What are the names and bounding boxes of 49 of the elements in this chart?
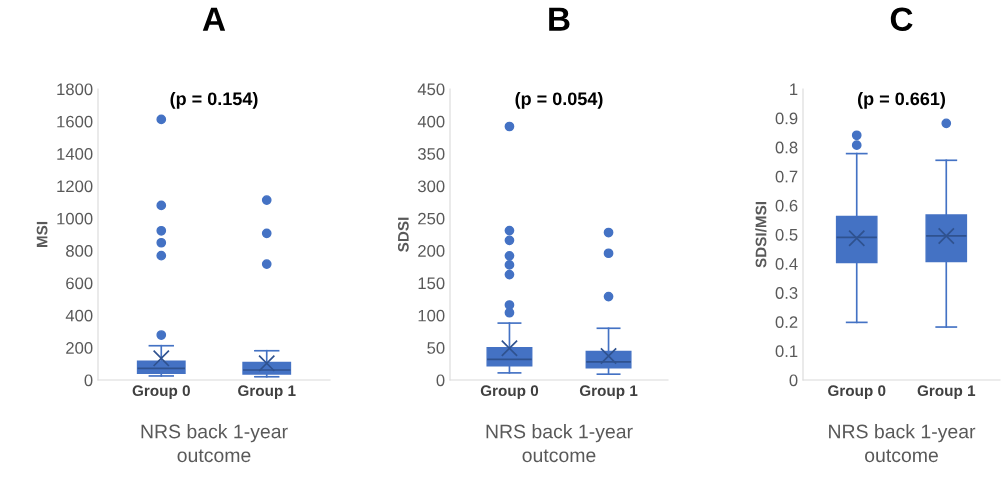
y-tick-label: 350 <box>417 148 445 160</box>
y-tick-label: 100 <box>418 309 445 322</box>
y-tick-label: 1000 <box>57 212 93 225</box>
y-tick-label: 0.8 <box>775 141 798 154</box>
x-tick-label: Group 1 <box>579 385 638 400</box>
x-tick-label: Group 1 <box>917 385 976 400</box>
y-tick-label: 50 <box>427 342 445 354</box>
y-tick-label: 800 <box>66 245 93 257</box>
y-tick-label: 1800 <box>57 83 93 96</box>
y-tick-label: 600 <box>66 277 93 290</box>
y-tick-label: 400 <box>65 309 93 322</box>
y-tick-label: 0.7 <box>775 170 798 183</box>
y-tick-label: 0.3 <box>775 287 798 299</box>
y-axis-title: SDSI <box>397 217 409 252</box>
annotation: (p = 0.154) <box>170 91 258 109</box>
y-tick-label: 0.2 <box>775 316 798 328</box>
y-tick-label: 200 <box>418 245 445 257</box>
y-tick-label: 0.6 <box>775 199 798 212</box>
x-axis-title: NRS back 1-year outcome <box>486 424 633 463</box>
x-tick-label: Group 0 <box>132 385 190 400</box>
chart-title: A <box>202 7 226 31</box>
y-tick-label: 1400 <box>57 148 93 160</box>
x-tick-label: Group 0 <box>480 385 539 400</box>
y-tick-label: 0 <box>789 374 798 387</box>
y-tick-label: 0.9 <box>775 112 798 125</box>
y-axis-title: SDSI/MSI <box>755 201 767 268</box>
y-tick-label: 400 <box>417 115 445 128</box>
y-tick-label: 1 <box>790 83 798 96</box>
y-tick-label: 150 <box>418 277 445 290</box>
annotation: (p = 0.054) <box>515 91 603 109</box>
y-tick-label: 0.1 <box>775 345 798 358</box>
y-tick-label: 250 <box>418 212 445 225</box>
y-tick-label: 300 <box>417 180 445 193</box>
y-tick-label: 0 <box>436 374 445 387</box>
y-tick-label: 0.4 <box>775 258 798 270</box>
chart-title: B <box>549 7 570 31</box>
annotation: (p = 0.661) <box>858 91 946 109</box>
y-axis-title: MSI <box>36 221 48 248</box>
y-tick-label: 200 <box>66 342 93 354</box>
y-tick-label: 1600 <box>57 115 93 128</box>
y-tick-label: 0.5 <box>775 228 798 241</box>
x-axis-title: NRS back 1-year outcome <box>141 424 288 463</box>
x-tick-label: Group 0 <box>828 385 886 400</box>
x-axis-title: NRS back 1-year outcome <box>829 424 976 463</box>
x-tick-label: Group 1 <box>238 385 296 400</box>
chart-title: C <box>890 7 913 31</box>
y-tick-label: 450 <box>417 83 445 96</box>
y-tick-label: 1200 <box>57 180 93 193</box>
y-tick-label: 0 <box>84 374 93 387</box>
